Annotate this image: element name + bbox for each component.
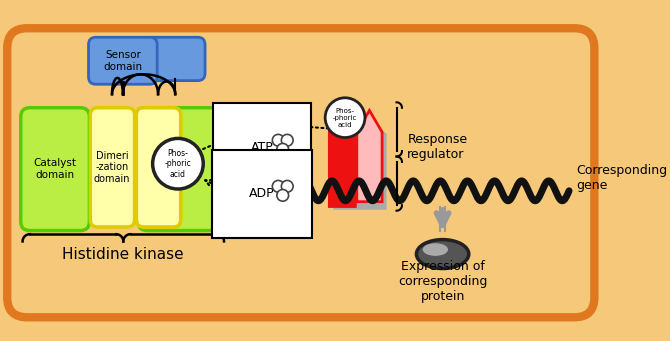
Text: ATP: ATP [251,141,273,154]
Ellipse shape [417,240,469,268]
Circle shape [277,144,289,155]
Text: Catalyst
domain: Catalyst domain [34,158,76,180]
Text: Phos-
-phoric
acid: Phos- -phoric acid [165,149,192,179]
Text: Phos-
-phoric
acid: Phos- -phoric acid [333,108,357,128]
Text: Expression of
corresponding
protein: Expression of corresponding protein [398,260,487,303]
Text: Dimeri
-zation
domain: Dimeri -zation domain [94,151,130,184]
Circle shape [281,180,293,192]
FancyBboxPatch shape [137,108,181,227]
Circle shape [272,134,284,146]
Circle shape [272,180,284,192]
Polygon shape [330,107,355,206]
Text: Histidine kinase: Histidine kinase [62,247,184,262]
Text: Response
regulator: Response regulator [407,133,468,162]
FancyBboxPatch shape [21,108,89,231]
Ellipse shape [423,243,448,256]
Text: Sensor
domain: Sensor domain [103,50,143,72]
FancyBboxPatch shape [145,37,205,80]
FancyBboxPatch shape [90,108,135,227]
Circle shape [325,98,365,137]
FancyBboxPatch shape [138,108,221,231]
FancyBboxPatch shape [137,108,181,227]
Text: ADP: ADP [249,187,275,200]
Circle shape [153,138,203,189]
Circle shape [277,190,289,201]
Circle shape [281,134,293,146]
Text: Corresponding
gene: Corresponding gene [576,164,667,192]
Polygon shape [357,110,382,202]
FancyBboxPatch shape [88,37,157,84]
FancyBboxPatch shape [7,28,594,317]
Polygon shape [333,110,387,210]
